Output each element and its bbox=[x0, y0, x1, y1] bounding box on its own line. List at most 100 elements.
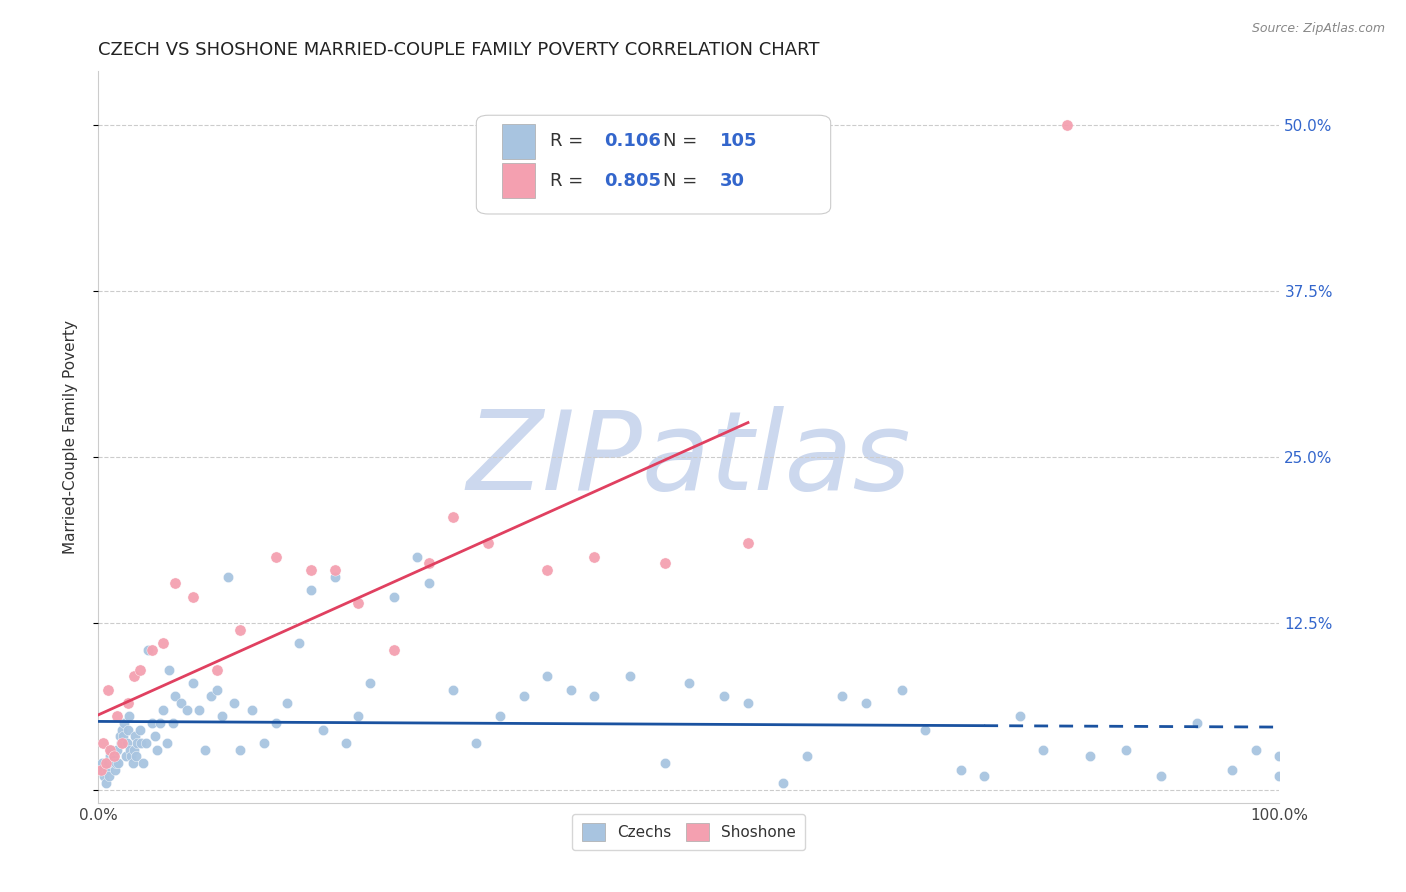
Text: N =: N = bbox=[664, 172, 703, 190]
Point bbox=[117, 723, 139, 737]
Point bbox=[121, 749, 143, 764]
Point bbox=[229, 742, 252, 756]
Point bbox=[299, 582, 322, 597]
Point bbox=[489, 709, 512, 723]
Point bbox=[737, 536, 759, 550]
Point bbox=[772, 776, 794, 790]
Point bbox=[973, 769, 995, 783]
Point bbox=[194, 742, 217, 756]
Point bbox=[181, 676, 204, 690]
Point bbox=[1185, 716, 1208, 731]
Point bbox=[619, 669, 641, 683]
Point bbox=[288, 636, 311, 650]
Point bbox=[104, 763, 127, 777]
Point bbox=[536, 563, 558, 577]
Text: 0.106: 0.106 bbox=[605, 132, 661, 150]
Point bbox=[152, 636, 174, 650]
Point bbox=[110, 736, 132, 750]
Point bbox=[98, 749, 121, 764]
Point bbox=[98, 742, 121, 756]
Point bbox=[143, 729, 166, 743]
Point bbox=[135, 736, 157, 750]
Point bbox=[108, 729, 131, 743]
Point bbox=[654, 557, 676, 571]
Point bbox=[229, 623, 252, 637]
Point bbox=[347, 596, 370, 610]
Point bbox=[406, 549, 429, 564]
Point bbox=[101, 749, 124, 764]
Point bbox=[477, 536, 499, 550]
Point bbox=[224, 696, 246, 710]
Point bbox=[465, 736, 488, 750]
Point bbox=[170, 696, 193, 710]
Point bbox=[312, 723, 335, 737]
Point bbox=[176, 703, 198, 717]
Point bbox=[124, 729, 146, 743]
Point bbox=[211, 709, 233, 723]
Point bbox=[583, 549, 606, 564]
Point bbox=[678, 676, 700, 690]
Point bbox=[125, 749, 148, 764]
FancyBboxPatch shape bbox=[502, 124, 536, 159]
Point bbox=[323, 570, 346, 584]
Point bbox=[831, 690, 853, 704]
Text: 0.805: 0.805 bbox=[605, 172, 661, 190]
Point bbox=[855, 696, 877, 710]
Point bbox=[91, 736, 114, 750]
Point bbox=[120, 742, 142, 756]
Point bbox=[299, 563, 322, 577]
Point bbox=[93, 769, 115, 783]
Point bbox=[100, 742, 122, 756]
Point bbox=[112, 729, 135, 743]
Point bbox=[94, 776, 117, 790]
Point bbox=[105, 709, 128, 723]
Point bbox=[654, 756, 676, 770]
Point bbox=[359, 676, 381, 690]
Point bbox=[136, 643, 159, 657]
Point bbox=[418, 557, 440, 571]
Point bbox=[187, 703, 209, 717]
Point bbox=[149, 716, 172, 731]
Point bbox=[112, 716, 135, 731]
Point bbox=[217, 570, 239, 584]
Text: 105: 105 bbox=[720, 132, 758, 150]
Point bbox=[122, 742, 145, 756]
Point bbox=[1080, 749, 1102, 764]
FancyBboxPatch shape bbox=[477, 115, 831, 214]
Point bbox=[264, 549, 287, 564]
Text: CZECH VS SHOSHONE MARRIED-COUPLE FAMILY POVERTY CORRELATION CHART: CZECH VS SHOSHONE MARRIED-COUPLE FAMILY … bbox=[98, 41, 820, 59]
Point bbox=[1244, 742, 1267, 756]
Point bbox=[560, 682, 582, 697]
Point bbox=[107, 756, 129, 770]
Point bbox=[96, 763, 118, 777]
Point bbox=[114, 749, 136, 764]
Text: Source: ZipAtlas.com: Source: ZipAtlas.com bbox=[1251, 22, 1385, 36]
Point bbox=[103, 756, 125, 770]
Point bbox=[512, 690, 534, 704]
Point bbox=[90, 763, 112, 777]
Point bbox=[165, 690, 187, 704]
Point bbox=[253, 736, 276, 750]
Point bbox=[121, 756, 143, 770]
Point bbox=[200, 690, 222, 704]
Point bbox=[1268, 769, 1291, 783]
Point bbox=[1008, 709, 1031, 723]
Point bbox=[146, 742, 169, 756]
Point bbox=[382, 590, 405, 604]
Point bbox=[205, 663, 228, 677]
Point bbox=[156, 736, 179, 750]
Point bbox=[1220, 763, 1243, 777]
Point bbox=[536, 669, 558, 683]
Point bbox=[796, 749, 818, 764]
Point bbox=[441, 682, 464, 697]
Legend: Czechs, Shoshone: Czechs, Shoshone bbox=[572, 814, 806, 850]
Point bbox=[141, 716, 163, 731]
Point bbox=[105, 742, 128, 756]
Y-axis label: Married-Couple Family Poverty: Married-Couple Family Poverty bbox=[63, 320, 77, 554]
Point bbox=[91, 756, 114, 770]
Point bbox=[111, 723, 134, 737]
Point bbox=[152, 703, 174, 717]
Text: 30: 30 bbox=[720, 172, 745, 190]
Point bbox=[181, 590, 204, 604]
Text: ZIPatlas: ZIPatlas bbox=[467, 406, 911, 513]
